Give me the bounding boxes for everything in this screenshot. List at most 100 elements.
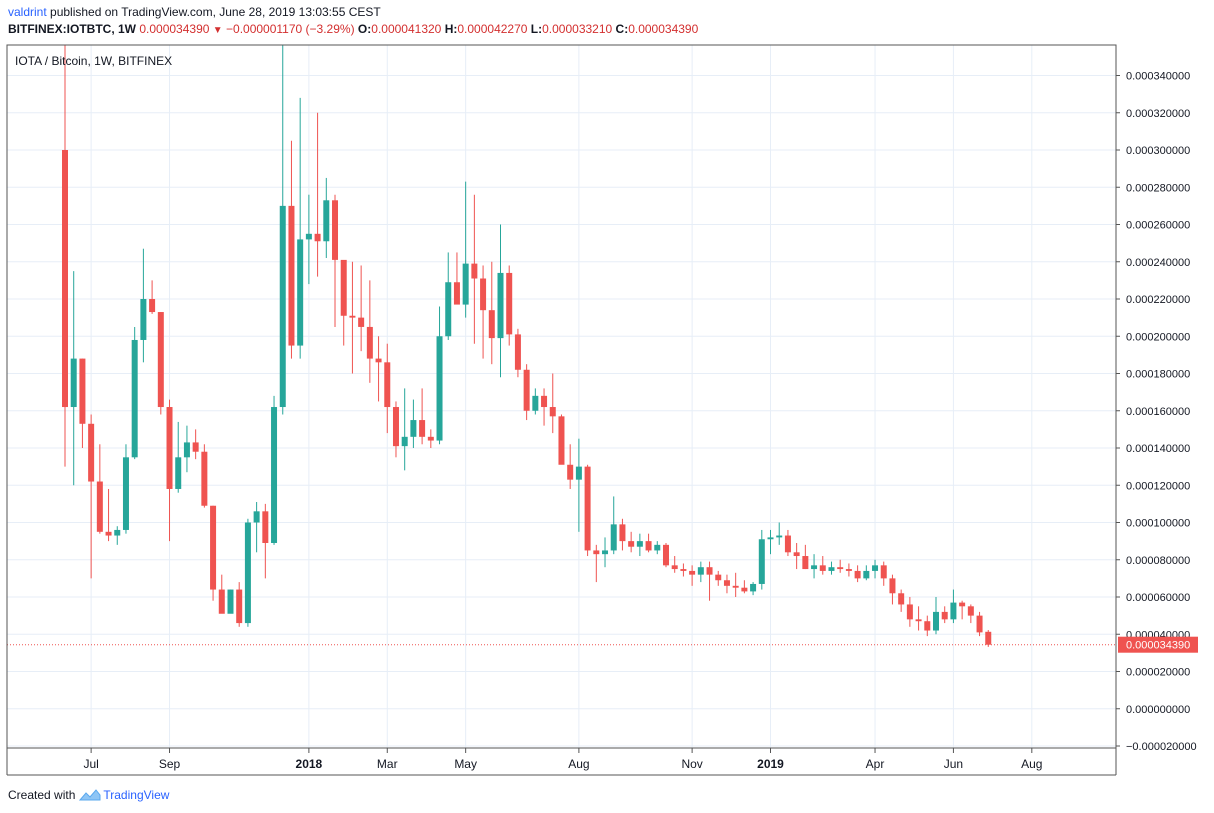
candle[interactable] [366, 280, 373, 383]
candle[interactable] [323, 177, 330, 259]
candle[interactable] [723, 574, 730, 594]
candle[interactable] [593, 544, 600, 583]
candle[interactable] [750, 582, 757, 596]
candle[interactable] [889, 574, 896, 605]
candle[interactable] [201, 444, 208, 508]
candle[interactable] [880, 561, 887, 586]
author-link[interactable]: valdrint [8, 5, 47, 19]
candle[interactable] [192, 429, 199, 460]
candle[interactable] [523, 364, 530, 421]
candle[interactable] [79, 358, 86, 448]
candle[interactable] [811, 554, 818, 579]
candle[interactable] [288, 140, 295, 359]
candle[interactable] [480, 265, 487, 359]
candle[interactable] [950, 589, 957, 624]
candle[interactable] [924, 615, 931, 637]
candle[interactable] [915, 606, 922, 631]
candle[interactable] [175, 421, 182, 493]
candle[interactable] [314, 112, 321, 277]
candle[interactable] [514, 328, 521, 378]
candle[interactable] [671, 556, 678, 573]
candle[interactable] [218, 574, 225, 614]
candle[interactable] [680, 563, 687, 577]
candle[interactable] [140, 248, 147, 363]
candle[interactable] [933, 597, 939, 635]
candle[interactable] [837, 559, 844, 573]
candle[interactable] [541, 388, 548, 426]
candle[interactable] [654, 541, 661, 555]
candle[interactable] [549, 373, 556, 434]
candle[interactable] [967, 604, 974, 624]
candle[interactable] [384, 343, 391, 434]
candle[interactable] [149, 280, 156, 314]
candle[interactable] [236, 582, 243, 627]
candle[interactable] [845, 563, 852, 577]
candle[interactable] [253, 502, 260, 553]
candle[interactable] [828, 561, 835, 575]
candle[interactable] [906, 597, 913, 627]
candle[interactable] [297, 97, 304, 359]
candle[interactable] [462, 181, 469, 318]
candle[interactable] [105, 488, 112, 542]
candle[interactable] [584, 464, 591, 557]
candle[interactable] [575, 438, 582, 532]
candle[interactable] [227, 589, 234, 614]
candle[interactable] [488, 261, 495, 365]
candle[interactable] [558, 414, 565, 465]
candle[interactable] [602, 537, 609, 568]
time-axis[interactable]: Jul Sep 2018 Mar May Aug Nov 2019 Apr Jun Aug [83, 748, 1042, 771]
candle[interactable] [279, 45, 286, 415]
candle[interactable] [96, 444, 103, 534]
price-axis[interactable]: 0.000340000 0.000320000 0.000300000 0.00028… [1116, 71, 1197, 754]
candle[interactable] [610, 496, 617, 555]
candle[interactable] [166, 399, 173, 542]
candle[interactable] [697, 561, 704, 583]
candle[interactable] [959, 600, 966, 620]
candle[interactable] [767, 529, 774, 555]
candle[interactable] [506, 265, 513, 346]
candle[interactable] [183, 425, 190, 473]
candle[interactable] [453, 252, 460, 305]
candle[interactable] [62, 45, 68, 467]
candle[interactable] [819, 556, 826, 575]
candle[interactable] [122, 444, 129, 534]
candle[interactable] [793, 542, 800, 570]
candle[interactable] [784, 529, 791, 557]
candle[interactable] [340, 259, 347, 346]
candle[interactable] [863, 565, 870, 581]
candle[interactable] [114, 526, 121, 545]
candle[interactable] [401, 388, 408, 471]
candle[interactable] [445, 252, 452, 340]
candle[interactable] [741, 580, 748, 594]
candle[interactable] [305, 194, 312, 285]
candle[interactable] [70, 271, 77, 486]
candle[interactable] [662, 542, 669, 568]
candle[interactable] [715, 570, 722, 586]
candle[interactable] [706, 561, 713, 601]
candle[interactable] [375, 336, 382, 402]
candle[interactable] [419, 388, 426, 445]
candle[interactable] [471, 194, 478, 344]
candle[interactable] [941, 606, 948, 624]
candle[interactable] [898, 589, 905, 612]
candle[interactable] [854, 565, 861, 583]
candle[interactable] [332, 194, 339, 327]
candle[interactable] [410, 399, 417, 448]
candle[interactable] [271, 395, 278, 545]
candle[interactable] [88, 414, 95, 579]
candle[interactable] [532, 388, 539, 415]
candle[interactable] [358, 265, 365, 352]
candle[interactable] [689, 565, 696, 586]
candle[interactable] [802, 544, 809, 570]
candle[interactable] [732, 572, 739, 597]
candle[interactable] [976, 611, 983, 637]
candle[interactable] [776, 522, 783, 545]
candle[interactable] [636, 533, 643, 557]
candle[interactable] [427, 429, 434, 448]
candle[interactable] [619, 518, 626, 551]
tradingview-link[interactable]: TradingView [79, 788, 169, 802]
candle[interactable] [157, 312, 164, 415]
candle[interactable] [436, 306, 443, 445]
candle[interactable] [210, 505, 217, 601]
